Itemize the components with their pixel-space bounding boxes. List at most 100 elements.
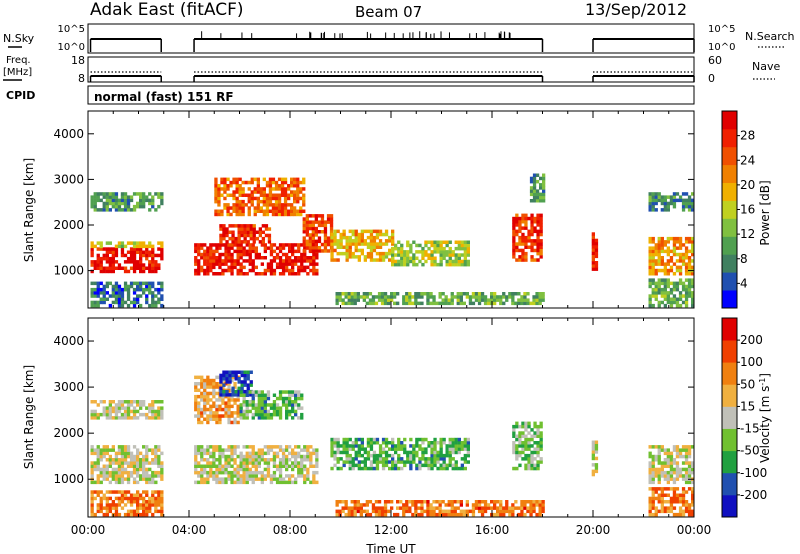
heatmap-cell xyxy=(517,298,521,302)
heatmap-cell xyxy=(132,281,137,286)
heatmap-cell xyxy=(354,239,358,243)
heatmap-cell xyxy=(415,243,419,248)
heatmap-cell xyxy=(454,262,458,267)
heatmap-cell xyxy=(418,457,422,461)
heatmap-cell xyxy=(397,250,401,254)
heatmap-cell xyxy=(657,262,661,266)
heatmap-cell xyxy=(215,272,219,276)
heatmap-cell xyxy=(249,230,253,234)
heatmap-cell xyxy=(278,246,283,250)
heatmap-cell xyxy=(90,281,94,286)
heatmap-cell xyxy=(651,458,655,462)
heatmap-cell xyxy=(417,506,421,510)
heatmap-cell xyxy=(197,375,201,380)
heatmap-cell xyxy=(312,464,316,468)
heatmap-cell xyxy=(333,450,337,455)
heatmap-cell xyxy=(90,512,94,517)
heatmap-cell xyxy=(126,256,131,261)
heatmap-cell xyxy=(251,259,255,263)
heatmap-cell xyxy=(474,503,479,507)
heatmap-cell xyxy=(448,450,452,455)
heatmap-cell xyxy=(666,464,670,468)
heatmap-cell xyxy=(539,242,543,246)
heatmap-cell xyxy=(433,447,437,451)
heatmap-cell xyxy=(377,509,382,514)
heatmap-cell xyxy=(420,503,424,507)
heatmap-cell xyxy=(296,193,300,197)
heatmap-cell xyxy=(532,192,537,197)
heatmap-cell xyxy=(657,480,661,485)
heatmap-cell xyxy=(451,466,455,471)
heatmap-cell xyxy=(231,389,235,394)
heatmap-cell xyxy=(277,187,282,191)
heatmap-cell xyxy=(285,474,289,478)
heatmap-cell xyxy=(315,262,319,266)
heatmap-cell xyxy=(111,458,115,462)
heatmap-cell xyxy=(666,262,670,266)
heatmap-cell xyxy=(402,295,406,299)
heatmap-cell xyxy=(397,466,401,471)
heatmap-cell xyxy=(511,292,515,296)
nave-label: Nave xyxy=(752,60,780,73)
power-colorbar-label: Power [dB] xyxy=(758,180,772,245)
heatmap-cell xyxy=(691,281,695,286)
heatmap-cell xyxy=(136,512,140,517)
heatmap-cell xyxy=(251,445,255,449)
heatmap-cell xyxy=(666,204,670,209)
heatmap-cell xyxy=(493,298,497,302)
heatmap-cell xyxy=(266,467,271,472)
heatmap-cell xyxy=(297,403,301,407)
heatmap-cell xyxy=(303,268,307,273)
heatmap-cell xyxy=(415,441,419,445)
heatmap-cell xyxy=(672,487,677,491)
heatmap-cell xyxy=(194,480,198,485)
heatmap-cell xyxy=(538,298,542,302)
heatmap-cell xyxy=(691,500,695,504)
heatmap-cell xyxy=(108,303,112,308)
heatmap-cell xyxy=(111,461,115,465)
heatmap-cell xyxy=(139,458,143,462)
heatmap-cell xyxy=(117,458,122,462)
heatmap-cell xyxy=(369,251,374,256)
heatmap-cell xyxy=(657,236,661,241)
colorbar-tick-label: 8 xyxy=(740,252,748,266)
heatmap-cell xyxy=(687,262,692,266)
heatmap-cell xyxy=(406,262,410,267)
heatmap-cell xyxy=(148,409,152,414)
heatmap-cell xyxy=(215,414,219,418)
heatmap-cell xyxy=(333,457,337,461)
heatmap-cell xyxy=(430,250,434,254)
heatmap-cell xyxy=(218,382,222,386)
heatmap-cell xyxy=(681,445,686,449)
heatmap-cell xyxy=(221,394,225,399)
heatmap-cell xyxy=(296,184,300,188)
heatmap-cell xyxy=(387,509,391,514)
heatmap-cell xyxy=(381,457,386,461)
heatmap-cell xyxy=(90,474,94,478)
heatmap-cell xyxy=(108,198,112,203)
heatmap-cell xyxy=(396,506,400,510)
heatmap-cell xyxy=(129,266,134,270)
heatmap-cell xyxy=(356,295,360,299)
heatmap-cell xyxy=(245,451,249,456)
heatmap-cell xyxy=(471,292,476,296)
heatmap-cell xyxy=(663,477,667,481)
heatmap-cell xyxy=(114,208,119,212)
heatmap-cell xyxy=(308,249,312,253)
heatmap-cell xyxy=(427,460,431,464)
heatmap-cell xyxy=(672,512,677,517)
heatmap-cell xyxy=(111,263,115,267)
heatmap-cell xyxy=(445,243,449,248)
heatmap-cell xyxy=(114,250,119,254)
heatmap-cell xyxy=(200,480,204,485)
heatmap-cell xyxy=(111,204,115,209)
heatmap-cell xyxy=(278,249,283,254)
heatmap-cell xyxy=(471,509,476,514)
heatmap-cell xyxy=(132,512,137,517)
heatmap-cell xyxy=(272,259,277,263)
heatmap-cell xyxy=(403,262,407,267)
heatmap-cell xyxy=(336,466,340,471)
heatmap-cell xyxy=(129,512,134,517)
heatmap-cell xyxy=(657,198,661,203)
heatmap-cell xyxy=(521,255,525,259)
